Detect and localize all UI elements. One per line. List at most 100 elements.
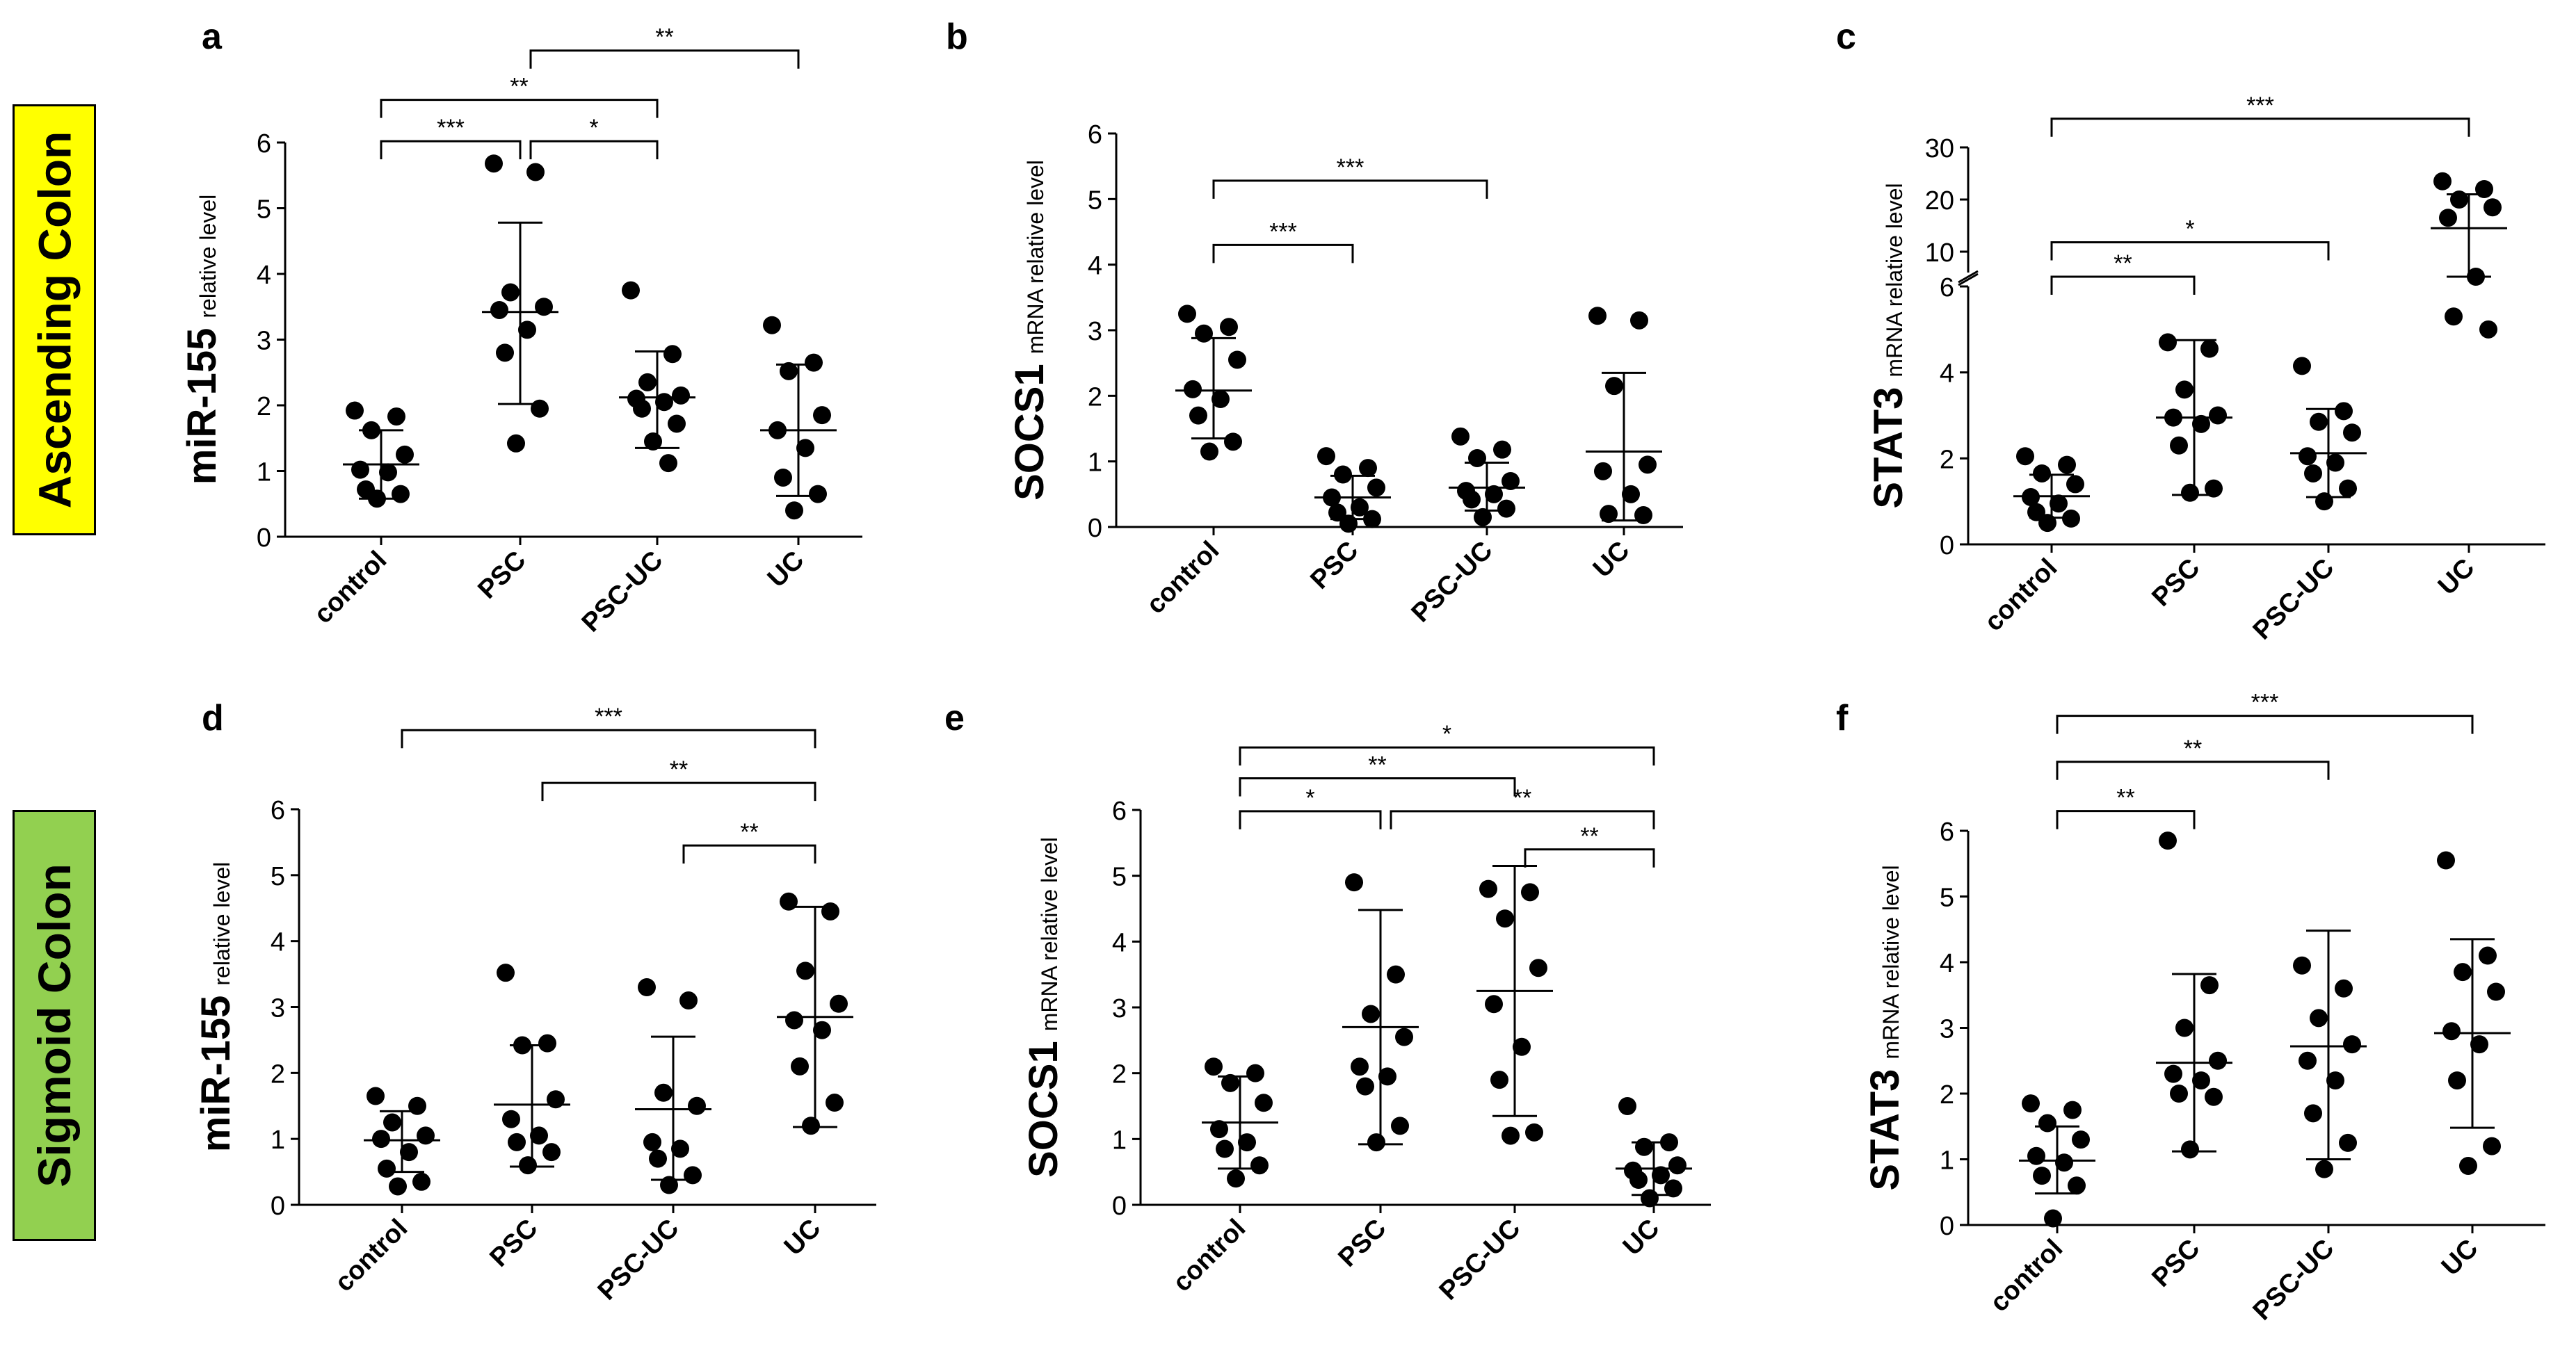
data-point [785,501,803,520]
y-axis-label: STAT3 mRNA relative level [1862,865,1908,1190]
y-tick-label: 4 [271,928,285,957]
y-tick-label: 4 [1088,252,1102,281]
data-point [1367,478,1385,497]
data-point [796,439,814,457]
panel-letter-c: c [1836,17,1856,57]
data-point [1525,1123,1543,1142]
y-tick-label: 3 [257,327,271,356]
y-tick-label: 5 [257,195,271,225]
data-point [1395,1028,1413,1046]
data-point [688,1096,706,1115]
y-tick-label: 5 [1112,863,1127,892]
data-point [2343,423,2361,442]
data-point [1205,1057,1223,1076]
data-point [351,460,369,479]
data-point [1351,498,1369,517]
significance-label: ** [2114,250,2132,277]
panel-letter-d: d [202,698,224,738]
data-point [2063,1101,2082,1119]
data-point [2164,1064,2182,1083]
data-point [2205,479,2223,498]
y-tick-label: 0 [1112,1192,1127,1221]
data-point [668,414,686,433]
data-point [791,1057,809,1076]
data-point [1634,506,1652,525]
data-point [1493,440,1511,459]
data-point [1211,390,1230,409]
data-point [502,1110,520,1128]
data-point [2315,1160,2333,1178]
y-axis-label: miR-155 relative level [179,195,225,485]
data-point [2170,436,2188,455]
x-tick-label-uc: UC [2436,1234,2484,1282]
data-point [1362,1005,1380,1023]
data-point [2299,1051,2317,1070]
significance-bracket [2050,241,2330,261]
data-point [387,407,405,426]
x-tick-label-uc: UC [1618,1214,1666,1262]
data-point [2175,1019,2193,1037]
data-point [547,1090,565,1109]
data-point [830,994,848,1013]
panel-letter-a: a [202,17,223,57]
significance-label: ** [1580,823,1598,850]
data-point [1451,427,1470,446]
data-point [1359,459,1377,478]
significance-label: ** [740,819,758,845]
y-tick-label: 1 [1112,1126,1127,1155]
data-point [2450,190,2468,209]
data-point [1630,311,1648,330]
data-point [2475,180,2493,198]
significance-label: * [1442,721,1451,747]
data-point [2170,1085,2188,1103]
data-point [507,434,525,453]
y-tick-label: 1 [1940,1146,1954,1176]
data-point [2326,453,2344,472]
data-point [1468,448,1486,467]
significance-bracket [380,140,522,160]
y-tick-label: 3 [1088,317,1102,346]
data-point [785,1011,803,1030]
data-point [1588,307,1607,325]
y-tick-label: 2 [1112,1060,1127,1089]
y-axis-label-main: STAT3 [1862,1069,1908,1191]
data-point [1622,485,1640,503]
y-axis-label-sub: relative level [195,195,220,318]
significance-label: ** [670,756,688,783]
data-point [1479,879,1497,898]
x-tick-label-psc: PSC [2146,1234,2205,1293]
data-point [2159,333,2177,352]
data-point [1629,1171,1648,1190]
data-point [1600,505,1618,524]
data-point [2448,1071,2466,1090]
y-tick-label: 5 [1088,186,1102,215]
data-point [2181,1140,2199,1159]
data-point [2027,503,2045,521]
data-point [2437,851,2455,870]
data-point [1652,1166,1670,1185]
y-tick-label: 0 [1940,531,1954,560]
significance-bracket [1239,810,1382,829]
y-axis-label-main: SOCS1 [1007,364,1052,501]
y-tick-label: 4 [1940,949,1954,978]
y-axis-label: STAT3 mRNA relative level [1866,183,1911,508]
y-axis-break-mark-lower [1958,273,1979,286]
data-point [1529,959,1547,977]
x-tick-label-control: control [1168,1214,1252,1298]
data-point [538,1034,556,1053]
significance-bracket [1390,810,1655,829]
data-point [2304,1104,2322,1123]
panel-b: b 0 1 2 3 4 5 6 SOCS1 mRNA relative level control P… [946,17,1683,628]
y-tick-label: 2 [257,392,271,421]
x-tick-label-uc: UC [779,1214,827,1262]
data-point [2339,1133,2357,1152]
x-tick-label-control: control [330,1214,414,1298]
panel-f: f 0 1 2 3 4 5 6 STAT3 mRNA relative level control P… [1836,690,2545,1326]
data-point [2200,976,2219,995]
data-point [1238,1133,1256,1152]
data-point [1317,447,1335,466]
significance-bracket [2056,715,2474,734]
y-tick-label: 6 [271,796,285,825]
y-tick-label: 6 [1940,273,1954,302]
x-tick-label-control: control [309,546,393,630]
